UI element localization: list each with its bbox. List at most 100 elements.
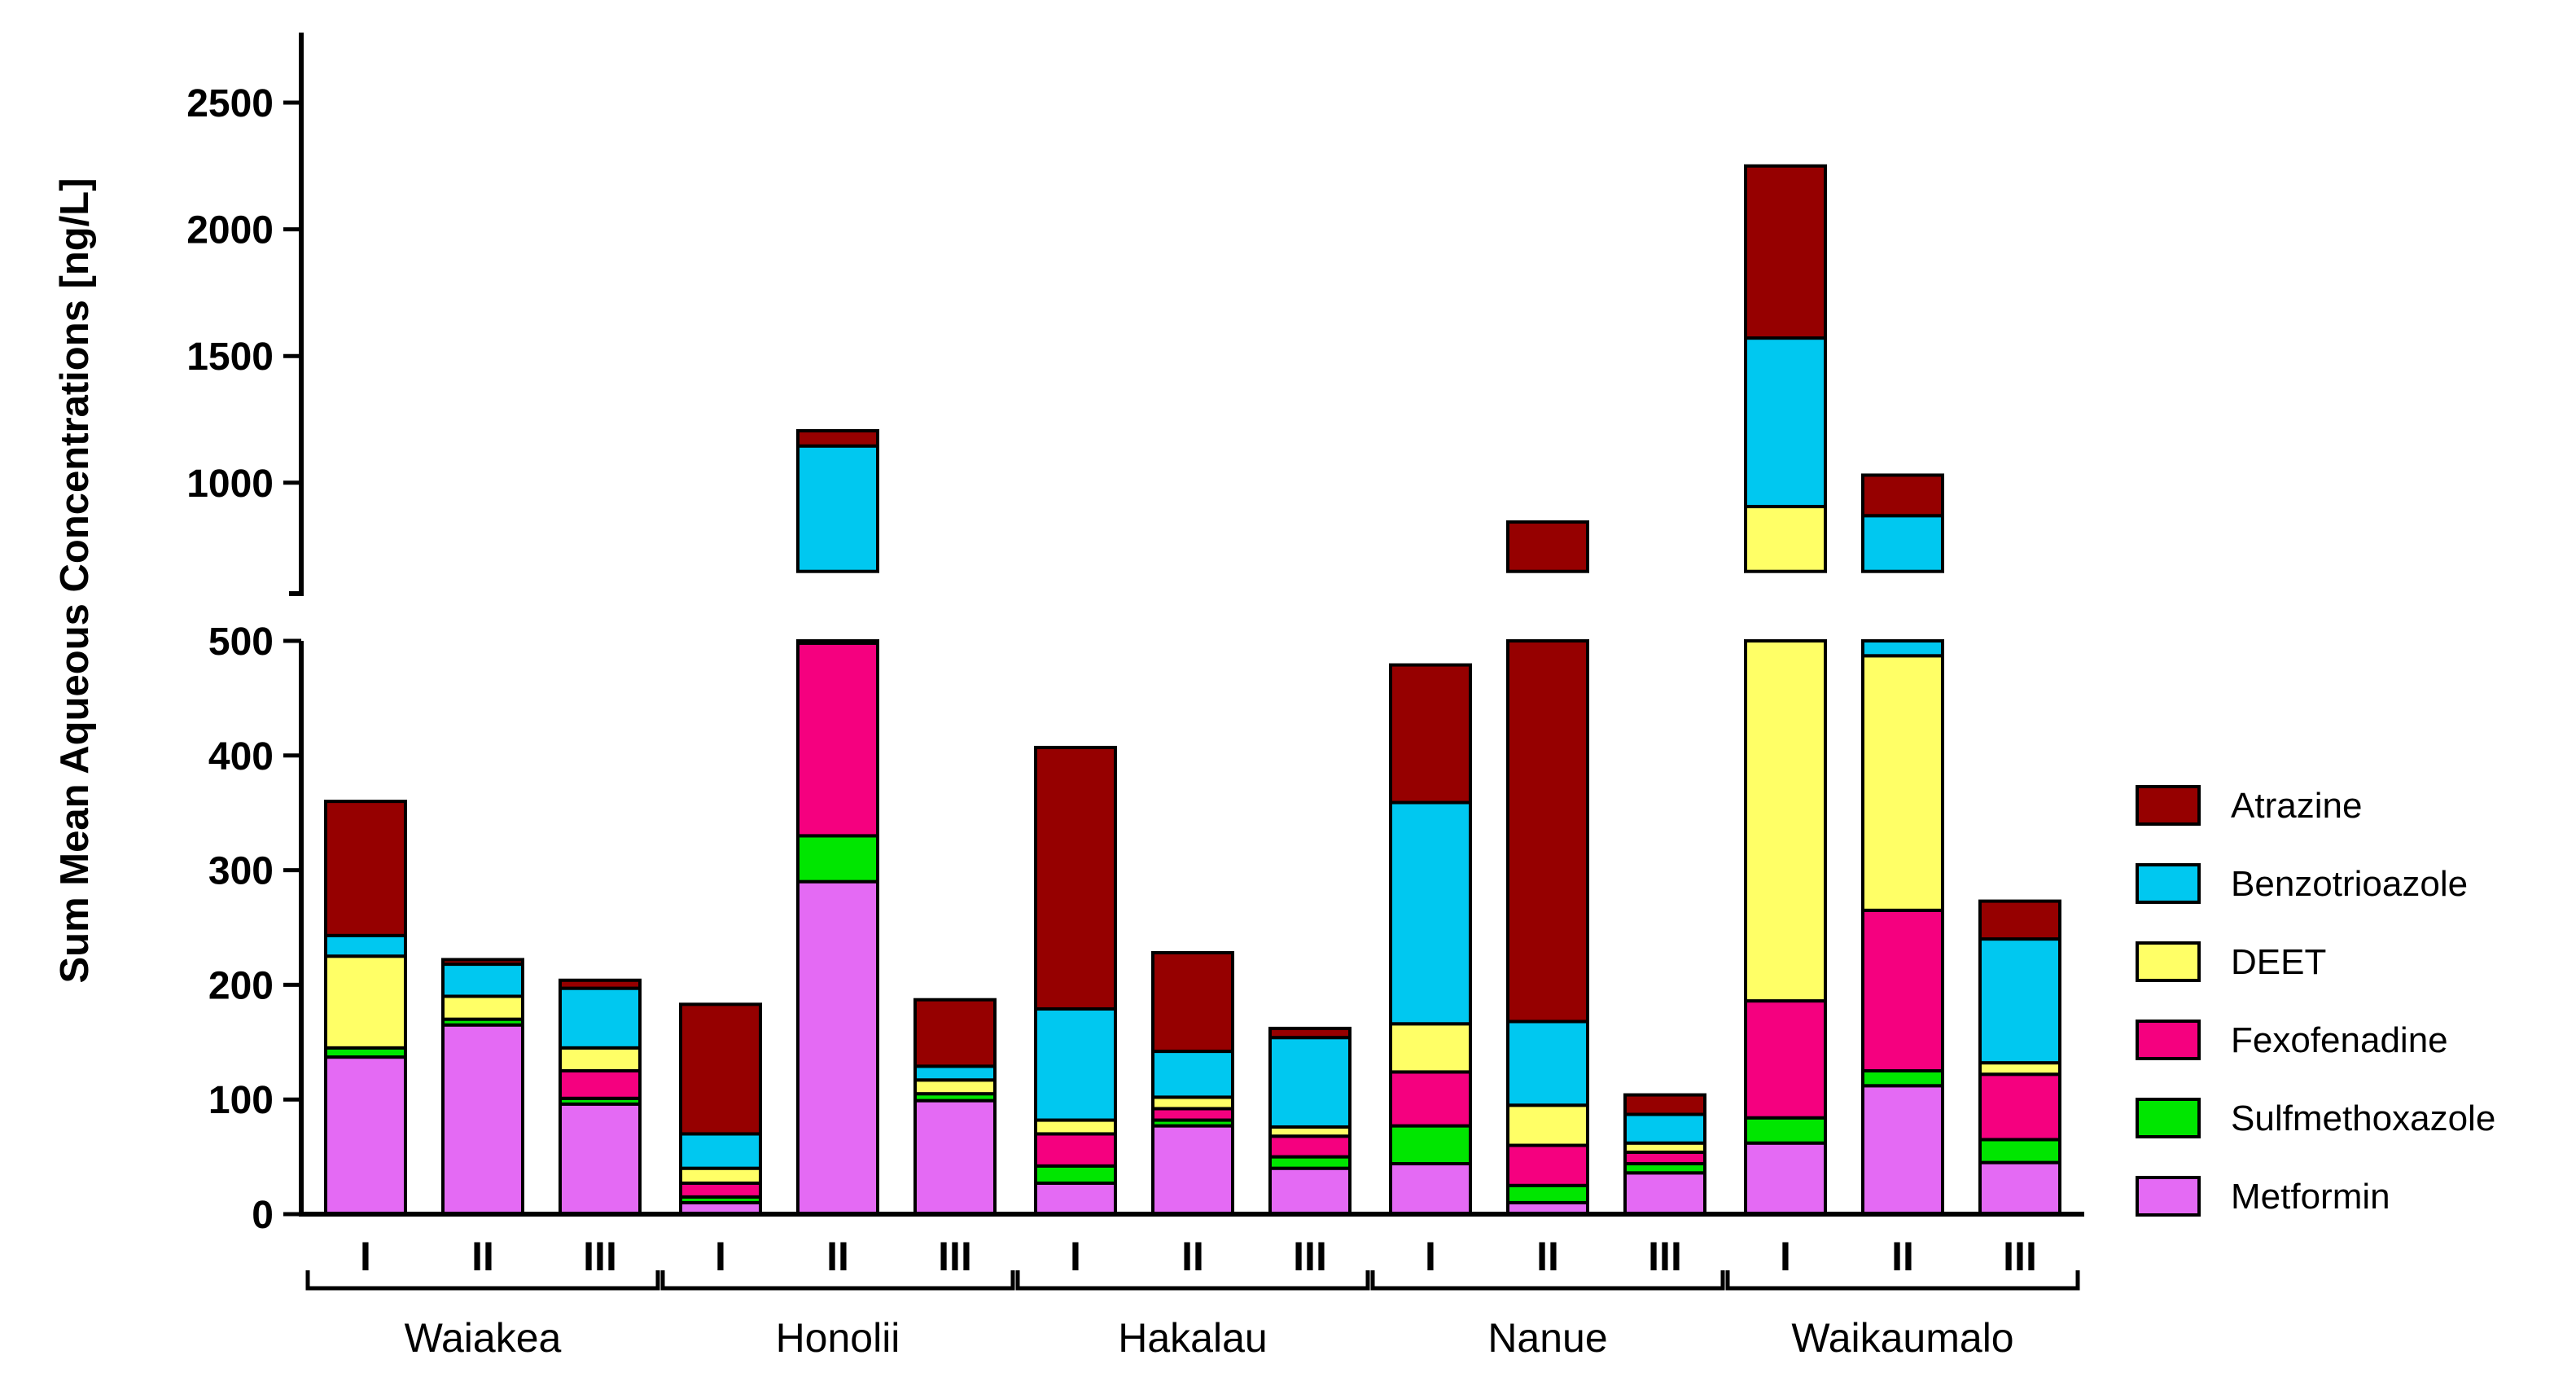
legend-swatch-benzotrioazole (2136, 863, 2201, 904)
site-bracket (305, 1270, 660, 1291)
bar-segment-nanue-iii-fexofenadine (1623, 1150, 1706, 1166)
period-label: III (583, 1234, 617, 1279)
bar-segment-hakalau-ii-fexofenadine (1151, 1107, 1234, 1122)
bar-segment-waikaumalo-i-metformin (1744, 1141, 1827, 1216)
y-tick-label: 1000 (186, 463, 274, 506)
bar-segment-hakalau-i-metformin (1034, 1181, 1117, 1217)
bar-segment-hakalau-ii-atrazine (1151, 950, 1234, 1054)
bar-segment-nanue-ii-benzotrioazole (1506, 1020, 1589, 1107)
period-label: III (938, 1234, 972, 1279)
bar-segment-waiakea-ii-benzotrioazole (441, 963, 524, 998)
legend-swatch-sulfmethoxazole (2136, 1098, 2201, 1138)
site-bracket (1725, 1270, 2080, 1291)
bar-segment-waiakea-iii-metformin (559, 1102, 642, 1217)
bar-segment-waiakea-ii-metformin (441, 1023, 524, 1217)
bar-segment-hakalau-iii-atrazine (1268, 1026, 1352, 1040)
bar-segment-hakalau-iii-sulfmethoxazole (1268, 1155, 1352, 1170)
legend-label-atrazine: Atrazine (2231, 786, 2362, 826)
bar-segment-waikaumalo-ii-benzotrioazole-upper (1861, 514, 1944, 573)
bar-segment-waikaumalo-ii-metformin (1861, 1084, 1944, 1216)
bar-segment-honolii-iii-benzotrioazole (913, 1064, 997, 1082)
bar-segment-nanue-ii-atrazine (1506, 639, 1589, 1024)
bar-segment-waikaumalo-iii-deet (1978, 1061, 2061, 1077)
bar-segment-waiakea-iii-deet (559, 1046, 642, 1072)
bar-segment-waiakea-i-atrazine (324, 800, 407, 937)
period-label: II (1181, 1234, 1204, 1279)
period-label: III (1293, 1234, 1327, 1279)
y-tick-label: 400 (208, 735, 274, 778)
y-tick-label: 300 (208, 850, 274, 893)
bar-segment-waikaumalo-i-sulfmethoxazole (1744, 1116, 1827, 1145)
bar-segment-nanue-ii-atrazine-upper (1506, 520, 1589, 573)
bar-segment-honolii-ii-benzotrioazole-upper (796, 444, 879, 573)
y-tick-label: 2000 (186, 209, 274, 252)
legend-swatch-fexofenadine (2136, 1020, 2201, 1060)
bar-segment-nanue-i-deet (1389, 1022, 1472, 1074)
bar-segment-nanue-i-benzotrioazole (1389, 800, 1472, 1026)
bar-segment-nanue-i-metformin (1389, 1162, 1472, 1216)
bar-segment-hakalau-i-atrazine (1034, 745, 1117, 1011)
bar-segment-nanue-iii-metformin (1623, 1171, 1706, 1217)
site-bracket (660, 1270, 1015, 1291)
bar-segment-nanue-ii-deet (1506, 1103, 1589, 1147)
period-label: III (1648, 1234, 1682, 1279)
bars-layer (324, 164, 2061, 1217)
legend-label-sulfmethoxazole: Sulfmethoxazole (2231, 1099, 2495, 1138)
bar-segment-waiakea-ii-atrazine (441, 958, 524, 967)
bar-segment-hakalau-i-benzotrioazole (1034, 1006, 1117, 1122)
bar-segment-waikaumalo-i-atrazine-upper (1744, 164, 1827, 340)
bar-segment-honolii-iii-atrazine (913, 998, 997, 1068)
bar-segment-hakalau-ii-benzotrioazole (1151, 1050, 1234, 1099)
legend-label-deet: DEET (2231, 942, 2326, 982)
period-label: I (360, 1234, 371, 1279)
bar-segment-waikaumalo-ii-benzotrioazole (1861, 639, 1944, 658)
period-label: II (1536, 1234, 1559, 1279)
legend-swatch-atrazine (2136, 785, 2201, 826)
bar-segment-honolii-ii-benzotrioazole (796, 639, 879, 645)
y-tick-label: 0 (252, 1194, 274, 1237)
bar-segment-honolii-ii-atrazine-upper (796, 429, 879, 448)
bar-segment-nanue-ii-fexofenadine (1506, 1143, 1589, 1187)
y-tick-label: 2500 (186, 82, 274, 125)
site-label-waikaumalo: Waikaumalo (1791, 1315, 2013, 1361)
bar-segment-hakalau-iii-fexofenadine (1268, 1134, 1352, 1159)
y-tick-label: 1500 (186, 335, 274, 379)
bar-segment-hakalau-i-sulfmethoxazole (1034, 1164, 1117, 1185)
bar-segment-waikaumalo-ii-atrazine-upper (1861, 473, 1944, 518)
bar-segment-waikaumalo-ii-fexofenadine (1861, 908, 1944, 1072)
period-label: III (2003, 1234, 2037, 1279)
legend-label-fexofenadine: Fexofenadine (2231, 1020, 2448, 1060)
bar-segment-waikaumalo-i-deet (1744, 639, 1827, 1003)
bar-segment-waiakea-iii-fexofenadine (559, 1069, 642, 1100)
period-label: I (1425, 1234, 1436, 1279)
legend-label-benzotrioazole: Benzotrioazole (2231, 864, 2468, 904)
legend-swatch-deet (2136, 941, 2201, 982)
bar-segment-nanue-ii-sulfmethoxazole (1506, 1183, 1589, 1204)
bar-segment-nanue-iii-atrazine (1623, 1093, 1706, 1116)
bar-segment-honolii-ii-fexofenadine (796, 641, 879, 838)
period-label: II (826, 1234, 849, 1279)
bar-segment-waiakea-ii-deet (441, 994, 524, 1021)
bar-segment-waiakea-iii-atrazine (559, 978, 642, 990)
bar-segment-honolii-iii-deet (913, 1078, 997, 1096)
bar-segment-waiakea-i-benzotrioazole (324, 933, 407, 958)
bar-segment-waikaumalo-iii-metformin (1978, 1160, 2061, 1217)
period-label: II (471, 1234, 494, 1279)
bar-segment-nanue-i-fexofenadine (1389, 1070, 1472, 1128)
bar-segment-honolii-ii-metformin (796, 879, 879, 1217)
site-bracket (1015, 1270, 1370, 1291)
legend-label-metformin: Metformin (2231, 1177, 2390, 1217)
bar-segment-hakalau-i-fexofenadine (1034, 1132, 1117, 1168)
bar-segment-honolii-iii-metformin (913, 1099, 997, 1217)
bar-segment-waikaumalo-iii-fexofenadine (1978, 1072, 2061, 1142)
bar-segment-waikaumalo-i-fexofenadine (1744, 999, 1827, 1120)
y-tick-label: 500 (208, 621, 274, 664)
bar-segment-honolii-i-atrazine (679, 1002, 762, 1136)
site-label-waiakea: Waiakea (405, 1315, 562, 1361)
bar-segment-nanue-i-atrazine (1389, 663, 1472, 805)
bar-segment-honolii-i-benzotrioazole (679, 1132, 762, 1170)
y-axis-label: Sum Mean Aqueous Concentrations [ng/L] (53, 178, 97, 983)
bar-segment-honolii-i-deet (679, 1166, 762, 1185)
site-label-hakalau: Hakalau (1118, 1315, 1267, 1361)
